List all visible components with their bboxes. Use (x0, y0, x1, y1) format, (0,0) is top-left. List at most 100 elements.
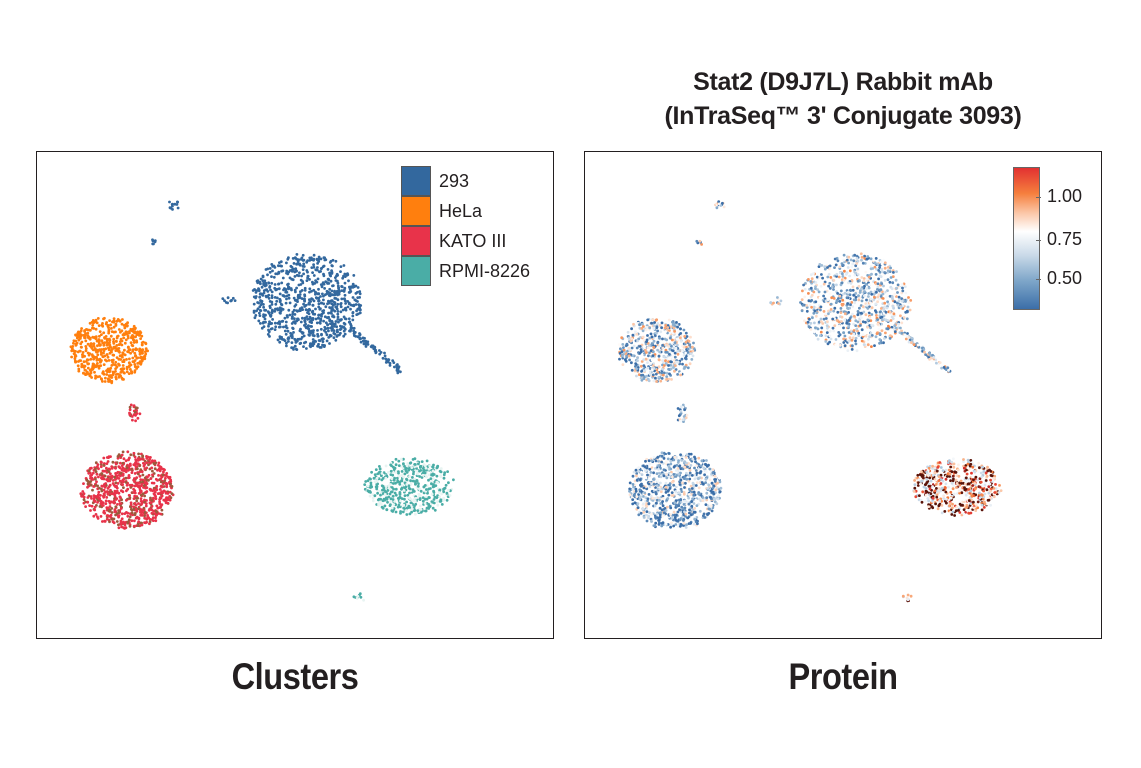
point (166, 501, 170, 505)
point (136, 524, 140, 527)
point (299, 327, 302, 331)
point (320, 314, 323, 318)
point (682, 354, 686, 357)
point (69, 345, 73, 349)
point (847, 255, 851, 259)
point (656, 479, 660, 482)
point (104, 347, 108, 351)
point (386, 500, 389, 504)
point (117, 349, 120, 353)
point (384, 476, 388, 480)
point (86, 342, 90, 346)
point (311, 338, 315, 341)
point (129, 341, 133, 345)
point (704, 481, 707, 484)
point (843, 318, 847, 322)
point (320, 285, 324, 289)
point (630, 327, 633, 331)
point (657, 365, 661, 369)
point (108, 479, 112, 483)
point (132, 330, 136, 334)
point (319, 283, 323, 286)
point (288, 276, 292, 280)
point (369, 483, 373, 487)
point (108, 508, 112, 512)
point (394, 510, 398, 514)
point (863, 254, 866, 258)
point (399, 370, 402, 374)
point (865, 298, 868, 302)
point (815, 333, 818, 337)
point (109, 346, 113, 349)
point (876, 318, 880, 321)
point (380, 472, 384, 475)
point (827, 312, 830, 316)
point (94, 335, 98, 339)
point (390, 490, 394, 494)
point (828, 329, 832, 333)
point (128, 483, 132, 487)
point (394, 457, 398, 461)
point (109, 500, 113, 504)
point (677, 504, 681, 508)
point (143, 467, 147, 471)
point (826, 320, 829, 323)
point (271, 308, 274, 312)
point (810, 305, 813, 309)
point (869, 290, 873, 294)
point (297, 309, 301, 313)
protein-cluster-kato-iii (628, 451, 723, 529)
point (408, 512, 412, 516)
point (285, 271, 289, 275)
point (619, 345, 623, 348)
point (121, 367, 124, 371)
point (650, 512, 653, 516)
point (834, 343, 838, 347)
point (117, 526, 121, 530)
point (273, 283, 277, 286)
point (373, 494, 377, 498)
point (269, 288, 272, 292)
point (652, 324, 656, 328)
point (97, 366, 101, 370)
point (403, 494, 407, 497)
point (877, 269, 881, 272)
point (150, 511, 154, 515)
point (638, 478, 642, 482)
point (106, 492, 110, 495)
point (330, 319, 334, 323)
point (400, 473, 404, 477)
point (344, 306, 347, 310)
point (828, 310, 832, 313)
point (133, 354, 137, 358)
point (642, 358, 646, 361)
point (409, 461, 413, 465)
point (301, 259, 305, 262)
point (123, 326, 127, 330)
point (910, 336, 914, 340)
point (684, 354, 688, 358)
point (366, 343, 370, 346)
point (389, 469, 393, 473)
point (298, 296, 302, 300)
point (303, 324, 306, 327)
point (940, 366, 943, 370)
point (946, 366, 950, 370)
point (670, 491, 674, 494)
point (336, 302, 340, 306)
point (414, 502, 418, 506)
point (894, 326, 898, 330)
point (858, 291, 862, 294)
point (410, 510, 413, 514)
point (353, 331, 356, 334)
point (159, 491, 162, 495)
point (97, 490, 101, 494)
point (808, 303, 812, 307)
point (815, 275, 819, 279)
point (674, 368, 678, 371)
point (154, 497, 158, 501)
point (818, 296, 822, 300)
point (352, 304, 356, 308)
point (351, 314, 355, 318)
point (315, 268, 319, 272)
